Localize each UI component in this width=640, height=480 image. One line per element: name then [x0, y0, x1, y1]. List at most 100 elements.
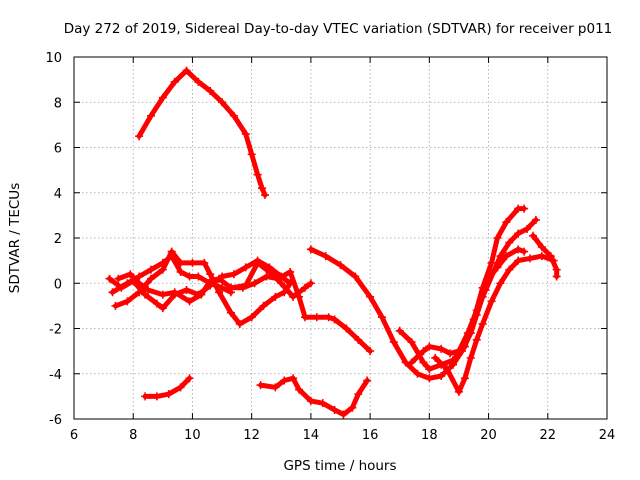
data-point-marker	[158, 93, 167, 102]
data-point-marker	[241, 129, 250, 138]
data-point-marker	[306, 396, 315, 405]
data-point-marker	[256, 381, 265, 390]
data-point-marker	[135, 132, 144, 141]
data-point-marker	[487, 297, 496, 306]
data-point-marker	[144, 286, 153, 295]
data-point-marker	[141, 392, 150, 401]
data-point-marker	[241, 281, 250, 290]
data-point-marker	[235, 319, 244, 328]
data-point-marker	[271, 383, 280, 392]
data-point-marker	[354, 390, 363, 399]
data-point-marker	[114, 274, 123, 283]
data-point-marker	[351, 272, 360, 281]
data-point-marker	[454, 347, 463, 356]
data-point-marker	[194, 272, 203, 281]
data-point-marker	[342, 324, 351, 333]
data-point-marker	[537, 252, 546, 261]
data-point-marker	[167, 247, 176, 256]
data-point-marker	[226, 308, 235, 317]
data-point-marker	[229, 270, 238, 279]
data-point-marker	[454, 387, 463, 396]
data-point-marker	[135, 288, 144, 297]
data-point-marker	[247, 150, 256, 159]
data-point-marker	[188, 258, 197, 267]
data-point-marker	[443, 365, 452, 374]
chart-title: Day 272 of 2019, Sidereal Day-to-day VTE…	[64, 21, 613, 37]
data-point-marker	[531, 215, 540, 224]
data-point-marker	[431, 353, 440, 362]
data-point-marker	[260, 191, 269, 200]
data-point-marker	[425, 374, 434, 383]
data-point-marker	[152, 392, 161, 401]
data-point-marker	[286, 267, 295, 276]
grid-lines	[74, 57, 607, 419]
y-tick-label: -6	[49, 413, 62, 428]
data-point-marker	[514, 256, 523, 265]
data-point-marker	[265, 267, 274, 276]
data-point-marker	[271, 292, 280, 301]
data-point-marker	[336, 261, 345, 270]
y-tick-label: 2	[54, 232, 62, 247]
data-point-marker	[520, 204, 529, 213]
data-point-marker	[158, 265, 167, 274]
data-point-marker	[487, 258, 496, 267]
data-point-marker	[176, 258, 185, 267]
data-point-marker	[528, 231, 537, 240]
y-tick-label: -4	[49, 368, 62, 383]
data-point-marker	[478, 319, 487, 328]
data-point-marker	[552, 265, 561, 274]
x-tick-label: 8	[129, 428, 137, 443]
data-point-marker	[437, 344, 446, 353]
data-point-marker	[425, 365, 434, 374]
data-point-marker	[215, 274, 224, 283]
data-point-marker	[526, 254, 535, 263]
data-point-marker	[460, 374, 469, 383]
data-point-marker	[363, 376, 372, 385]
data-point-marker	[226, 283, 235, 292]
series-trace	[258, 375, 370, 417]
data-point-marker	[250, 279, 259, 288]
data-point-marker	[546, 252, 555, 261]
data-point-marker	[407, 358, 416, 367]
data-point-marker	[395, 326, 404, 335]
data-point-marker	[289, 292, 298, 301]
x-tick-label: 16	[362, 428, 379, 443]
data-point-marker	[537, 243, 546, 252]
data-point-marker	[330, 315, 339, 324]
data-point-marker	[123, 297, 132, 306]
data-point-marker	[123, 279, 132, 288]
series-track-1	[135, 66, 269, 200]
data-point-marker	[523, 224, 532, 233]
data-point-marker	[520, 247, 529, 256]
data-point-marker	[419, 347, 428, 356]
data-point-marker	[514, 229, 523, 238]
data-point-marker	[306, 279, 315, 288]
series-track-2	[141, 374, 194, 401]
data-point-marker	[206, 276, 215, 285]
data-point-marker	[135, 279, 144, 288]
x-tick-label: 22	[540, 428, 557, 443]
data-point-marker	[182, 66, 191, 75]
data-point-marker	[126, 270, 135, 279]
data-point-marker	[170, 288, 179, 297]
data-point-marker	[182, 286, 191, 295]
x-tick-label: 20	[480, 428, 497, 443]
data-point-marker	[185, 374, 194, 383]
data-point-marker	[158, 304, 167, 313]
data-point-marker	[289, 374, 298, 383]
x-tick-label: 10	[184, 428, 201, 443]
data-point-marker	[366, 347, 375, 356]
data-point-marker	[425, 342, 434, 351]
data-point-marker	[262, 272, 271, 281]
series-track-8	[226, 258, 315, 301]
data-point-marker	[206, 270, 215, 279]
data-point-marker	[472, 335, 481, 344]
y-tick-label: 8	[54, 96, 62, 111]
x-tick-label: 12	[243, 428, 260, 443]
data-point-marker	[295, 385, 304, 394]
data-point-marker	[146, 274, 155, 283]
series-layer	[105, 66, 561, 419]
data-point-marker	[339, 410, 348, 419]
data-point-marker	[247, 313, 256, 322]
series-track-3	[256, 374, 372, 419]
